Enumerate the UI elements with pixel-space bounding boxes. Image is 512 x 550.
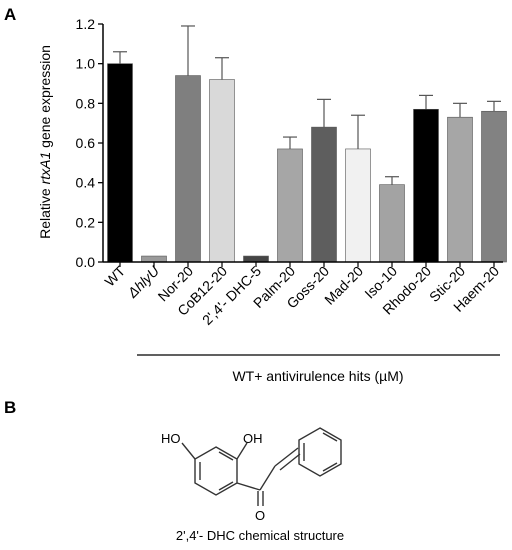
alkene-double-bond — [279, 453, 301, 471]
bar — [481, 110, 507, 263]
phenyl-double-bond — [322, 462, 338, 472]
panel-b-label: B — [4, 398, 16, 417]
dhc-chemical-structure — [181, 427, 342, 506]
left-aromatic-ring — [194, 446, 238, 496]
y-tick-label: 0.4 — [76, 175, 96, 191]
oh-atom-label: OH — [243, 431, 263, 446]
bar — [413, 108, 439, 263]
y-axis-title-part: gene expression — [37, 45, 53, 152]
ring-carbonyl-bond — [236, 482, 261, 491]
y-axis-title: Relative rtxA1 gene expression — [37, 45, 53, 239]
bar — [447, 116, 473, 263]
bar — [379, 184, 405, 263]
panel-a-label: A — [4, 5, 16, 24]
y-tick-label: 1.0 — [76, 56, 96, 72]
bar — [345, 148, 371, 263]
group-label: WT+ antivirulence hits (µM) — [232, 368, 403, 384]
x-tick-label: Mad-20 — [321, 263, 366, 308]
ho-bond — [181, 442, 196, 460]
carbonyl-o-atom-label: O — [255, 508, 265, 523]
bar — [107, 63, 133, 263]
bar — [209, 79, 235, 263]
left-ring-double-bond — [218, 481, 234, 491]
y-ticks: 0.0 0.2 0.4 0.6 0.8 1.0 1.2 — [76, 16, 103, 270]
y-tick-label: 0.2 — [76, 214, 96, 230]
y-tick-label: 1.2 — [76, 16, 96, 32]
chain-bond — [259, 465, 276, 491]
structure-caption: 2',4'- DHC chemical structure — [176, 528, 344, 543]
y-tick-label: 0.8 — [76, 95, 96, 111]
alkene-bond — [274, 447, 299, 467]
ho-atom-label: HO — [161, 431, 181, 446]
bar — [277, 148, 303, 263]
phenyl-double-bond — [322, 432, 338, 442]
y-tick-label: 0.0 — [76, 254, 96, 270]
phenyl-ring — [298, 427, 342, 477]
bars — [107, 63, 507, 263]
bar-chart: Relative rtxA1 gene expression 0.0 0.2 0.4… — [37, 16, 507, 384]
y-tick-label: 0.6 — [76, 135, 96, 151]
error-bars — [113, 25, 501, 185]
left-ring-double-bond — [218, 451, 234, 461]
bar — [175, 75, 201, 263]
y-axis-title-gene: rtxA1 — [37, 152, 53, 185]
bar — [141, 255, 167, 263]
x-tick-label: WT — [101, 262, 128, 289]
y-axis-title-part: Relative — [37, 184, 53, 238]
bar — [311, 126, 337, 263]
oh-bond — [236, 442, 248, 460]
bar — [243, 255, 269, 263]
